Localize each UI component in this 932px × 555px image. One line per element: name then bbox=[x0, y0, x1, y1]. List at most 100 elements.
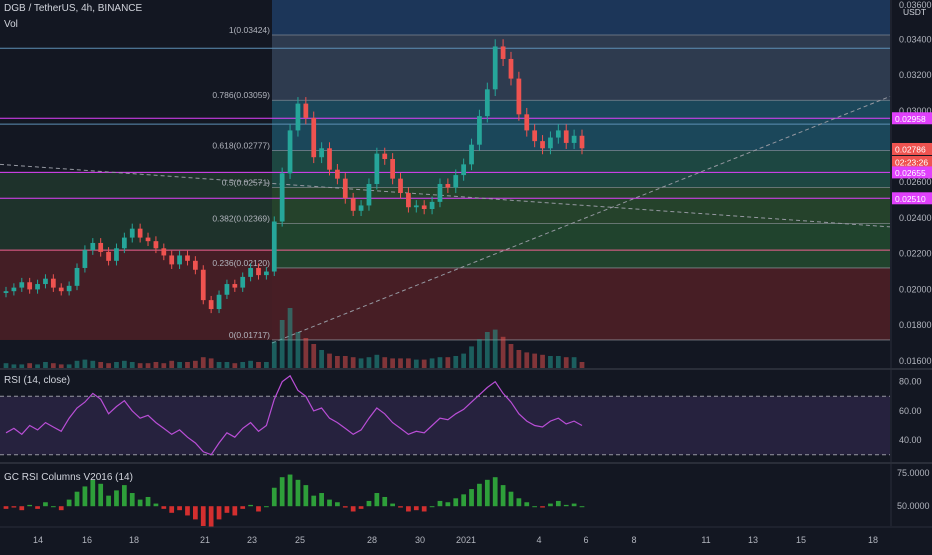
candle-body bbox=[555, 130, 561, 138]
volume-bar bbox=[50, 363, 56, 368]
candle-body bbox=[248, 267, 253, 277]
price-tick: 0.02400 bbox=[899, 213, 932, 223]
volume-bar bbox=[445, 357, 451, 368]
gc-column bbox=[429, 506, 435, 508]
volume-bar bbox=[319, 350, 324, 368]
candle-body bbox=[508, 58, 514, 79]
rsi-line bbox=[5, 374, 583, 456]
price-tick: 0.02600 bbox=[899, 177, 932, 187]
volume-bar bbox=[279, 320, 285, 368]
time-tick: 15 bbox=[796, 535, 806, 545]
volume-bar bbox=[137, 363, 143, 368]
candle-body bbox=[185, 255, 190, 261]
candle-body bbox=[287, 130, 293, 174]
candle-body bbox=[516, 78, 522, 115]
candle-body bbox=[429, 201, 435, 210]
candle-body bbox=[200, 269, 206, 301]
volume-bar bbox=[145, 363, 151, 368]
badge-level-3: 0.02510 bbox=[895, 194, 926, 204]
volume-bar bbox=[271, 341, 277, 368]
gc-column bbox=[90, 479, 96, 507]
candle-body bbox=[74, 267, 80, 286]
rsi-title[interactable]: RSI (14, close) bbox=[4, 375, 71, 386]
volume-bar bbox=[469, 346, 474, 368]
candle-body bbox=[477, 116, 482, 145]
fib-zone bbox=[272, 150, 890, 188]
volume-bar bbox=[374, 354, 380, 368]
gc-column bbox=[240, 506, 246, 509]
volume-bar bbox=[335, 356, 340, 368]
volume-bar bbox=[43, 362, 48, 368]
gc-column bbox=[437, 500, 443, 507]
gc-column bbox=[224, 506, 230, 513]
symbol-title[interactable]: DGB / TetherUS, 4h, BINANCE bbox=[4, 3, 143, 14]
candle-body bbox=[161, 248, 167, 256]
trendline bbox=[271, 96, 891, 344]
gc-column bbox=[508, 491, 514, 507]
fib-zone bbox=[272, 0, 890, 36]
candle-body bbox=[342, 178, 348, 199]
candle-body bbox=[11, 287, 17, 292]
volume-bar bbox=[453, 356, 459, 368]
price-tick: 0.02200 bbox=[899, 249, 932, 259]
candle-body bbox=[232, 284, 238, 288]
candle-body bbox=[98, 242, 104, 252]
candle-body bbox=[390, 158, 395, 179]
gc-column bbox=[232, 506, 238, 516]
candle-body bbox=[66, 285, 72, 292]
fib-zone bbox=[272, 223, 890, 268]
volume-bar bbox=[500, 336, 506, 368]
candle-body bbox=[295, 103, 301, 131]
gc-column bbox=[58, 506, 64, 511]
candle-body bbox=[303, 103, 309, 118]
gc-column bbox=[114, 490, 119, 507]
candle-body bbox=[137, 228, 143, 238]
gc-column bbox=[50, 506, 56, 508]
volume-bar bbox=[216, 362, 222, 368]
candle-body bbox=[169, 255, 175, 265]
volume-label[interactable]: Vol bbox=[4, 19, 18, 30]
volume-bar bbox=[185, 362, 190, 368]
price-tick: 0.03600 bbox=[899, 0, 932, 10]
volume-bar bbox=[153, 362, 159, 368]
candle-body bbox=[271, 221, 277, 272]
gc-column bbox=[248, 504, 253, 507]
candle-body bbox=[327, 148, 332, 170]
candle-body bbox=[532, 130, 538, 142]
volume-bar bbox=[563, 357, 569, 368]
volume-bar bbox=[429, 358, 435, 368]
candle-body bbox=[540, 141, 545, 149]
gc-column bbox=[500, 485, 506, 507]
gc-column bbox=[311, 495, 317, 507]
gc-column bbox=[571, 503, 577, 507]
volume-bar bbox=[90, 360, 96, 368]
candle-body bbox=[264, 271, 269, 276]
gc-column bbox=[548, 503, 553, 507]
gc-column bbox=[66, 499, 72, 507]
volume-bar bbox=[74, 360, 80, 368]
volume-bar bbox=[98, 362, 104, 368]
fib-label: 0.236(0.02120) bbox=[212, 258, 270, 268]
gc-column bbox=[516, 498, 522, 507]
candle-body bbox=[90, 242, 96, 251]
gc-rsi-title[interactable]: GC RSI Columns V2016 (14) bbox=[4, 472, 133, 483]
candle-body bbox=[106, 251, 111, 261]
price-tick: 0.01600 bbox=[899, 356, 932, 366]
candle-body bbox=[421, 205, 427, 210]
volume-bar bbox=[106, 363, 111, 368]
candle-body bbox=[19, 282, 25, 288]
rsi-tick: 80.00 bbox=[899, 377, 922, 387]
gc-column bbox=[319, 493, 324, 507]
volume-bar bbox=[121, 360, 127, 368]
volume-bar bbox=[264, 362, 269, 368]
badge-current-bg bbox=[892, 142, 932, 155]
volume-bar bbox=[555, 356, 561, 368]
time-tick: 13 bbox=[748, 535, 758, 545]
candle-body bbox=[461, 164, 467, 176]
gc-column bbox=[121, 485, 127, 507]
badge-countdown-bg bbox=[892, 155, 932, 168]
candle-body bbox=[453, 175, 459, 188]
gc-column bbox=[335, 502, 340, 507]
gc-column bbox=[145, 496, 151, 507]
